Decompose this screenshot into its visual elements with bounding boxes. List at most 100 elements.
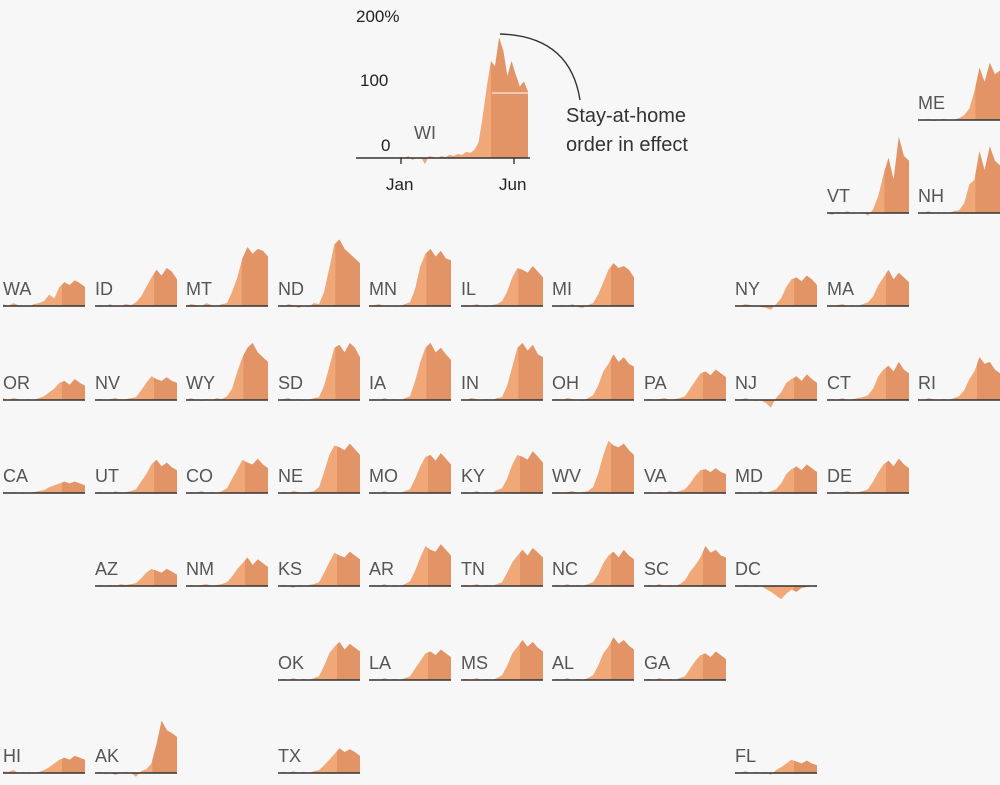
- stay-at-home-shade-id: [154, 268, 177, 306]
- state-tile-dc: DC: [735, 559, 817, 600]
- stay-at-home-shade-nh: [975, 146, 1000, 213]
- stay-at-home-shade-nd: [335, 239, 360, 306]
- state-label-mn: MN: [369, 279, 397, 299]
- state-tiles: ME VT NH WA ID MT ND MN IL MI NY MA OR NV WY SD IA IN OH PA…: [3, 63, 1000, 777]
- stay-at-home-shade-ar: [428, 544, 451, 586]
- stay-at-home-shade-al: [611, 637, 634, 680]
- state-label-pa: PA: [644, 373, 667, 393]
- stay-at-home-shade-mn: [426, 249, 451, 306]
- state-label-fl: FL: [735, 746, 756, 766]
- state-tile-wy: WY: [186, 343, 268, 401]
- stay-at-home-shade-ny: [794, 275, 817, 306]
- state-label-wy: WY: [186, 373, 215, 393]
- state-tile-nm: NM: [186, 557, 268, 587]
- stay-at-home-shade-oh: [611, 354, 634, 400]
- stay-at-home-shade-me: [975, 63, 1000, 120]
- state-label-al: AL: [552, 653, 574, 673]
- state-tile-ky: KY: [461, 451, 543, 494]
- state-label-md: MD: [735, 466, 763, 486]
- stay-at-home-shade-ri: [977, 357, 1000, 400]
- state-label-sc: SC: [644, 559, 669, 579]
- stay-at-home-shade-tn: [520, 548, 543, 586]
- state-tile-nh: NH: [918, 146, 1000, 214]
- state-tile-wv: WV: [552, 440, 634, 494]
- stay-at-home-shade-sc: [703, 546, 726, 586]
- state-label-nh: NH: [918, 186, 944, 206]
- state-label-la: LA: [369, 653, 391, 673]
- state-tile-in: IN: [461, 343, 543, 401]
- state-tile-mn: MN: [369, 249, 451, 307]
- state-tile-ak: AK: [95, 720, 177, 777]
- state-label-wv: WV: [552, 466, 581, 486]
- key-y-tick-label: 0: [381, 136, 390, 155]
- state-tile-ny: NY: [735, 275, 817, 310]
- state-tile-mo: MO: [369, 453, 451, 494]
- stay-at-home-shade-ok: [337, 642, 360, 680]
- stay-at-home-shade-nc: [611, 549, 634, 586]
- key-x-tick-label: Jan: [386, 175, 413, 194]
- stay-at-home-shade-wv: [611, 443, 634, 493]
- state-label-hi: HI: [3, 746, 21, 766]
- stay-at-home-shade-ma: [886, 269, 909, 306]
- stay-at-home-shade-de: [886, 458, 909, 493]
- state-label-nc: NC: [552, 559, 578, 579]
- state-tile-ut: UT: [95, 459, 177, 494]
- key-example: 200% 100 0 Jan Jun WI Stay-at-home order in eff…: [356, 7, 688, 194]
- state-tile-az: AZ: [95, 559, 177, 587]
- state-tile-mt: MT: [186, 247, 268, 307]
- annotation-leader: [499, 33, 581, 101]
- state-label-sd: SD: [278, 373, 303, 393]
- state-tile-me: ME: [918, 63, 1000, 121]
- state-label-nj: NJ: [735, 373, 757, 393]
- state-label-ny: NY: [735, 279, 760, 299]
- state-tile-co: CO: [186, 458, 268, 494]
- state-tile-il: IL: [461, 266, 543, 307]
- key-x-tick-label: Jun: [499, 175, 526, 194]
- state-label-mt: MT: [186, 279, 212, 299]
- state-tile-ms: MS: [461, 640, 543, 681]
- state-tile-ca: CA: [3, 466, 85, 494]
- state-tile-ok: OK: [278, 642, 360, 681]
- stay-at-home-shade-mo: [428, 453, 451, 493]
- stay-at-home-shade-mi: [611, 263, 634, 306]
- state-label-ak: AK: [95, 746, 119, 766]
- stay-at-home-shade-nj: [794, 374, 817, 400]
- stay-at-home-shade-ks: [337, 551, 360, 586]
- state-tile-hi: HI: [3, 746, 85, 774]
- stay-at-home-shade-hi: [62, 755, 85, 773]
- state-label-ct: CT: [827, 373, 851, 393]
- state-tile-nd: ND: [278, 239, 360, 308]
- stay-at-home-shade-fl: [794, 760, 817, 773]
- stay-at-home-shade-ne: [337, 443, 360, 493]
- state-tile-sd: SD: [278, 343, 360, 401]
- stay-at-home-shade-ca: [62, 481, 85, 493]
- stay-at-home-shade-ak: [152, 720, 177, 773]
- key-stay-at-home-shade: [491, 37, 528, 158]
- state-tile-ar: AR: [369, 544, 451, 587]
- state-label-ut: UT: [95, 466, 119, 486]
- state-tile-ct: CT: [827, 362, 909, 401]
- state-label-ma: MA: [827, 279, 854, 299]
- key-y-tick-label: 200%: [356, 7, 399, 26]
- state-label-or: OR: [3, 373, 30, 393]
- stay-at-home-shade-or: [62, 379, 85, 400]
- stay-at-home-shade-ga: [703, 651, 726, 680]
- stay-at-home-shade-sd: [335, 343, 360, 400]
- stay-at-home-shade-dc: [794, 586, 817, 592]
- state-label-me: ME: [918, 93, 945, 113]
- state-label-vt: VT: [827, 186, 850, 206]
- stay-at-home-shade-wy: [243, 343, 268, 400]
- state-tile-id: ID: [95, 268, 177, 307]
- state-label-dc: DC: [735, 559, 761, 579]
- state-label-ky: KY: [461, 466, 485, 486]
- state-tile-mi: MI: [552, 263, 634, 308]
- state-label-tn: TN: [461, 559, 485, 579]
- state-tile-ks: KS: [278, 551, 360, 588]
- state-tile-tx: TX: [278, 746, 360, 774]
- state-tile-ri: RI: [918, 357, 1000, 401]
- state-label-ks: KS: [278, 559, 302, 579]
- state-tile-ne: NE: [278, 443, 360, 494]
- state-tile-al: AL: [552, 637, 634, 681]
- state-label-oh: OH: [552, 373, 579, 393]
